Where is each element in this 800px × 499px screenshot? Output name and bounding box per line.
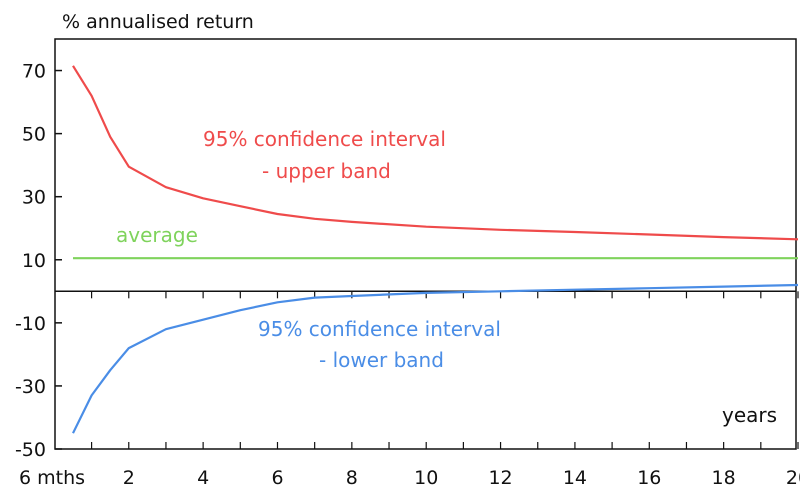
x-tick-label: 12 bbox=[488, 467, 512, 489]
series-layer bbox=[72, 65, 799, 434]
series-line-lower bbox=[72, 283, 799, 434]
x-tick-label: 8 bbox=[346, 467, 358, 489]
x-tick-label: 4 bbox=[197, 467, 209, 489]
y-tick-label: -10 bbox=[15, 313, 46, 335]
y-tick-label: 50 bbox=[22, 124, 46, 146]
x-tick-label: 6 mths bbox=[19, 467, 85, 489]
y-ticks: 70 50 30 10 -10 -30 -50 bbox=[15, 61, 62, 461]
y-tick-label: 30 bbox=[22, 187, 46, 209]
upper-band-label-line2: - upper band bbox=[262, 159, 391, 183]
x-ticks: 6 mths 2 4 6 8 10 12 14 16 18 20 bbox=[19, 291, 800, 489]
x-tick-label: 2 bbox=[123, 467, 135, 489]
y-tick-label: -30 bbox=[15, 376, 46, 398]
y-tick-label: -50 bbox=[15, 439, 46, 461]
x-tick-label: 6 bbox=[271, 467, 283, 489]
lower-band-label-line1: 95% confidence interval bbox=[258, 317, 501, 341]
lower-band-label-line2: - lower band bbox=[319, 348, 444, 372]
x-axis-label: years bbox=[722, 403, 777, 427]
x-tick-label: 10 bbox=[414, 467, 438, 489]
y-tick-label: 70 bbox=[22, 61, 46, 83]
x-tick-label: 16 bbox=[637, 467, 661, 489]
y-tick-label: 10 bbox=[22, 250, 46, 272]
x-tick-label: 18 bbox=[712, 467, 736, 489]
average-label: average bbox=[116, 223, 198, 247]
plot-frame bbox=[54, 38, 797, 450]
upper-band-label-line1: 95% confidence interval bbox=[203, 127, 446, 151]
series-line-upper bbox=[72, 65, 799, 241]
y-axis-label: % annualised return bbox=[62, 11, 254, 33]
x-tick-label: 14 bbox=[563, 467, 587, 489]
x-tick-label: 20 bbox=[786, 467, 800, 489]
